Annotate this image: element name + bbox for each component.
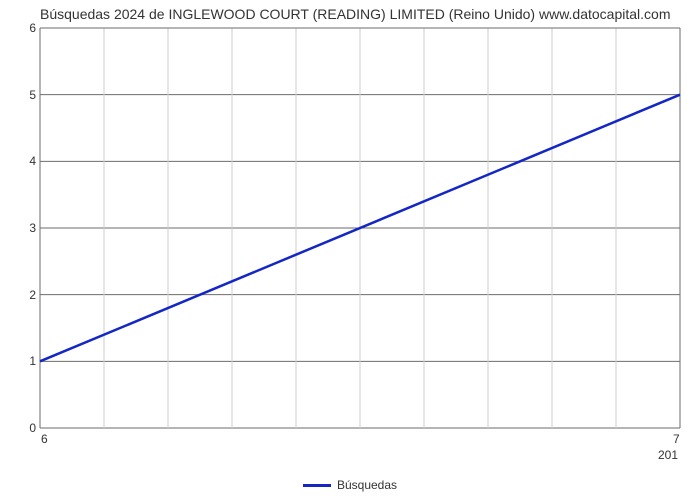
y-tick-label: 4 bbox=[6, 154, 36, 168]
legend-label: Búsquedas bbox=[337, 478, 397, 492]
y-tick-label: 0 bbox=[6, 421, 36, 435]
x-tick-label: 7 bbox=[673, 432, 680, 446]
y-tick-label: 1 bbox=[6, 354, 36, 368]
chart-legend: Búsquedas bbox=[0, 477, 700, 492]
legend-swatch bbox=[303, 484, 331, 487]
chart-plot-svg bbox=[0, 0, 700, 500]
line-chart: Búsquedas 2024 de INGLEWOOD COURT (READI… bbox=[0, 0, 700, 500]
y-tick-label: 5 bbox=[6, 88, 36, 102]
y-tick-label: 3 bbox=[6, 221, 36, 235]
y-tick-label: 2 bbox=[6, 288, 36, 302]
x-tick-label: 6 bbox=[41, 432, 48, 446]
y-tick-label: 6 bbox=[6, 21, 36, 35]
x-axis-sublabel: 201 bbox=[658, 448, 678, 462]
